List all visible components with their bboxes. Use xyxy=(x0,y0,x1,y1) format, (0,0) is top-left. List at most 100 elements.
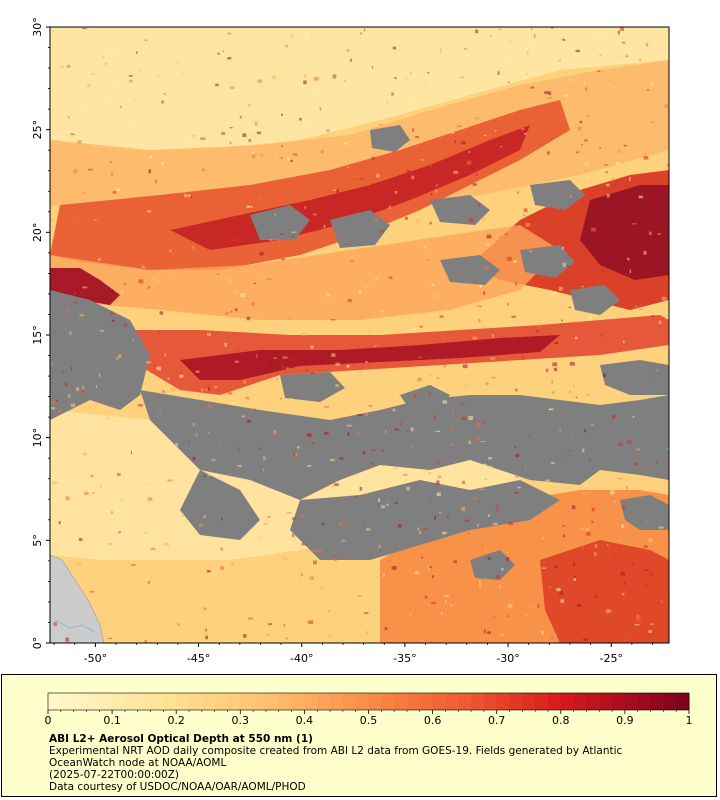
speckle xyxy=(52,30,54,33)
speckle xyxy=(362,525,366,527)
speckle xyxy=(51,363,54,366)
speckle xyxy=(350,58,353,62)
speckle xyxy=(559,429,561,432)
speckle xyxy=(70,403,75,408)
speckle xyxy=(446,515,449,518)
speckle xyxy=(201,388,204,392)
speckle xyxy=(394,428,399,431)
speckle xyxy=(567,455,569,457)
land-coast-north xyxy=(50,560,56,572)
speckle xyxy=(304,205,306,210)
speckle xyxy=(345,567,347,571)
speckle xyxy=(291,231,297,233)
speckle xyxy=(84,492,89,495)
speckle xyxy=(161,161,164,165)
speckle xyxy=(597,35,602,40)
speckle xyxy=(213,385,218,389)
speckle xyxy=(156,366,161,371)
speckle xyxy=(107,98,111,102)
speckle xyxy=(150,155,153,159)
speckle xyxy=(404,76,407,81)
speckle xyxy=(345,244,349,246)
speckle xyxy=(221,627,226,630)
speckle xyxy=(501,634,504,637)
speckle xyxy=(437,475,442,478)
speckle xyxy=(118,531,121,534)
speckle xyxy=(77,140,82,144)
speckle xyxy=(335,384,339,387)
speckle xyxy=(475,173,478,176)
dust-plume-east-core xyxy=(580,185,669,280)
speckle xyxy=(374,345,376,348)
speckle xyxy=(529,382,535,384)
speckle xyxy=(230,310,233,313)
speckle xyxy=(195,433,198,437)
speckle xyxy=(259,252,264,256)
speckle xyxy=(583,638,588,641)
speckle xyxy=(511,315,516,318)
colorbar-segment xyxy=(48,693,62,710)
speckle xyxy=(262,456,266,461)
speckle xyxy=(310,345,314,349)
speckle xyxy=(480,441,486,443)
speckle xyxy=(251,154,256,158)
speckle xyxy=(110,171,113,176)
speckle xyxy=(87,84,91,87)
speckle xyxy=(579,120,583,124)
speckle xyxy=(606,183,610,187)
speckle xyxy=(205,388,208,391)
speckle xyxy=(84,491,89,493)
speckle xyxy=(560,599,565,603)
speckle xyxy=(577,358,580,363)
speckle xyxy=(425,276,427,281)
speckle xyxy=(129,79,133,83)
speckle xyxy=(293,539,296,543)
speckle xyxy=(169,249,172,252)
speckle xyxy=(161,100,164,104)
speckle xyxy=(229,639,232,642)
speckle xyxy=(505,557,510,561)
speckle xyxy=(158,330,160,335)
colorbar-segment xyxy=(99,693,113,710)
speckle xyxy=(517,486,521,489)
speckle xyxy=(287,157,290,161)
speckle xyxy=(334,483,339,486)
colorbar-segment xyxy=(637,693,651,710)
speckle xyxy=(453,170,459,174)
speckle xyxy=(403,474,408,476)
speckle xyxy=(66,641,69,643)
speckle xyxy=(537,604,540,608)
speckle xyxy=(105,63,107,65)
speckle xyxy=(619,27,624,31)
speckle xyxy=(307,432,313,434)
speckle xyxy=(74,74,77,76)
speckle xyxy=(406,170,411,172)
speckle xyxy=(146,361,152,364)
speckle xyxy=(529,249,532,253)
speckle xyxy=(517,191,520,194)
speckle xyxy=(394,77,397,79)
speckle xyxy=(124,323,127,327)
speckle xyxy=(558,286,563,291)
speckle xyxy=(410,444,414,449)
speckle xyxy=(476,423,481,428)
speckle xyxy=(282,356,288,359)
speckle xyxy=(50,400,55,404)
speckle xyxy=(65,573,67,575)
speckle xyxy=(107,575,112,579)
speckle xyxy=(541,567,547,569)
speckle xyxy=(378,545,381,548)
speckle xyxy=(435,189,438,193)
speckle xyxy=(617,55,621,59)
speckle xyxy=(643,545,648,548)
colorbar-tick-label: 0.4 xyxy=(296,714,314,727)
speckle xyxy=(615,162,621,165)
speckle xyxy=(574,575,577,578)
speckle xyxy=(171,407,174,411)
speckle xyxy=(313,560,317,565)
speckle xyxy=(419,639,424,642)
speckle xyxy=(363,612,369,615)
speckle xyxy=(407,430,409,433)
speckle xyxy=(393,467,398,470)
speckle xyxy=(483,421,485,424)
